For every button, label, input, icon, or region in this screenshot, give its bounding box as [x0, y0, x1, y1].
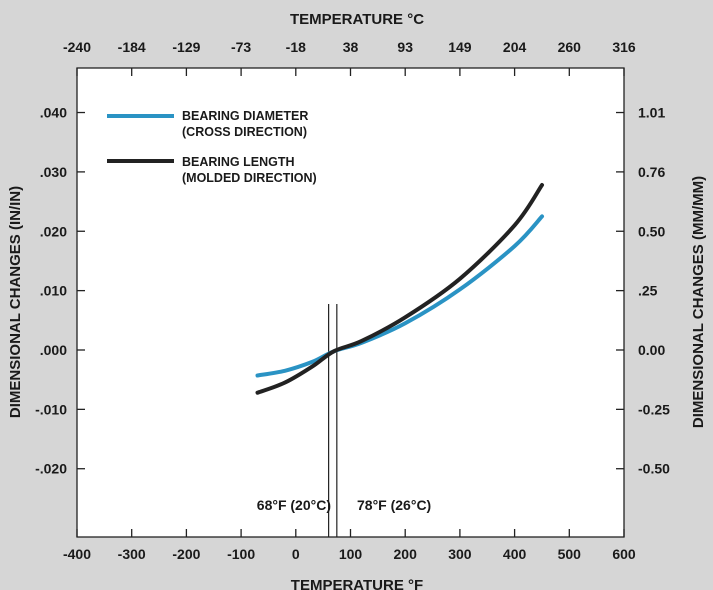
legend-label-diameter-line1: BEARING DIAMETER [182, 109, 308, 123]
y-left-tick-label: .030 [40, 164, 67, 180]
x-bottom-tick-label: 400 [503, 546, 527, 562]
reference-label-78f: 78°F (26°C) [357, 497, 431, 513]
x-bottom-tick-label: -200 [172, 546, 200, 562]
y-right-tick-label: 0.50 [638, 223, 665, 239]
y-left-tick-label: .040 [40, 105, 67, 121]
x-top-tick-label: -184 [118, 39, 146, 55]
x-top-tick-label: 149 [448, 39, 472, 55]
x-top-tick-label: 204 [503, 39, 527, 55]
series-line-bearing-length [255, 183, 544, 395]
y-left-axis-title: DIMENSIONAL CHANGES (IN/IN) [7, 186, 24, 418]
x-top-axis-title: TEMPERATURE °C [290, 11, 424, 28]
x-top-tick-label: 316 [612, 39, 636, 55]
x-bottom-tick-label: 500 [558, 546, 582, 562]
top-axis-ticks: -240 -184 -129 -73 -18 38 93 149 204 260 316 [63, 39, 636, 76]
y-left-tick-label: -.010 [35, 401, 67, 417]
y-right-axis-title: DIMENSIONAL CHANGES (MM/MM) [690, 176, 707, 428]
x-bottom-tick-label: -400 [63, 546, 91, 562]
bottom-axis-ticks: -400 -300 -200 -100 0 100 200 300 400 500 600 [63, 529, 636, 562]
legend-label-length-line1: BEARING LENGTH [182, 155, 295, 169]
reference-lines [328, 304, 338, 537]
y-left-tick-label: .000 [40, 342, 67, 358]
x-bottom-tick-label: -300 [118, 546, 146, 562]
legend: BEARING DIAMETER (CROSS DIRECTION) BEARI… [107, 109, 317, 185]
x-bottom-tick-label: 200 [394, 546, 418, 562]
y-right-tick-label: 0.76 [638, 164, 665, 180]
x-top-tick-label: -240 [63, 39, 91, 55]
x-bottom-tick-label: -100 [227, 546, 255, 562]
x-bottom-tick-label: 0 [292, 546, 300, 562]
left-axis-ticks: .040 .030 .020 .010 .000 -.010 -.020 [35, 105, 85, 477]
reference-label-68f: 68°F (20°C) [257, 497, 331, 513]
x-bottom-tick-label: 300 [448, 546, 472, 562]
legend-label-diameter-line2: (CROSS DIRECTION) [182, 125, 307, 139]
series-lines [255, 183, 544, 395]
y-right-tick-label: -0.50 [638, 461, 670, 477]
x-bottom-tick-label: 100 [339, 546, 363, 562]
y-right-tick-label: 0.00 [638, 342, 665, 358]
x-bottom-axis-title: TEMPERATURE °F [291, 577, 423, 590]
x-top-tick-label: 38 [343, 39, 359, 55]
x-top-tick-label: -129 [172, 39, 200, 55]
y-right-tick-label: .25 [638, 283, 658, 299]
y-left-tick-label: -.020 [35, 461, 67, 477]
x-top-tick-label: -73 [231, 39, 251, 55]
x-top-tick-label: 260 [558, 39, 582, 55]
y-right-tick-label: -0.25 [638, 401, 670, 417]
legend-label-length-line2: (MOLDED DIRECTION) [182, 171, 317, 185]
right-axis-ticks: 1.01 0.76 0.50 .25 0.00 -0.25 -0.50 [616, 105, 670, 477]
y-right-tick-label: 1.01 [638, 105, 665, 121]
x-top-tick-label: -18 [286, 39, 306, 55]
y-left-tick-label: .020 [40, 223, 67, 239]
x-top-tick-label: 93 [397, 39, 413, 55]
plot-area [76, 67, 625, 538]
x-bottom-tick-label: 600 [612, 546, 636, 562]
y-left-tick-label: .010 [40, 283, 67, 299]
